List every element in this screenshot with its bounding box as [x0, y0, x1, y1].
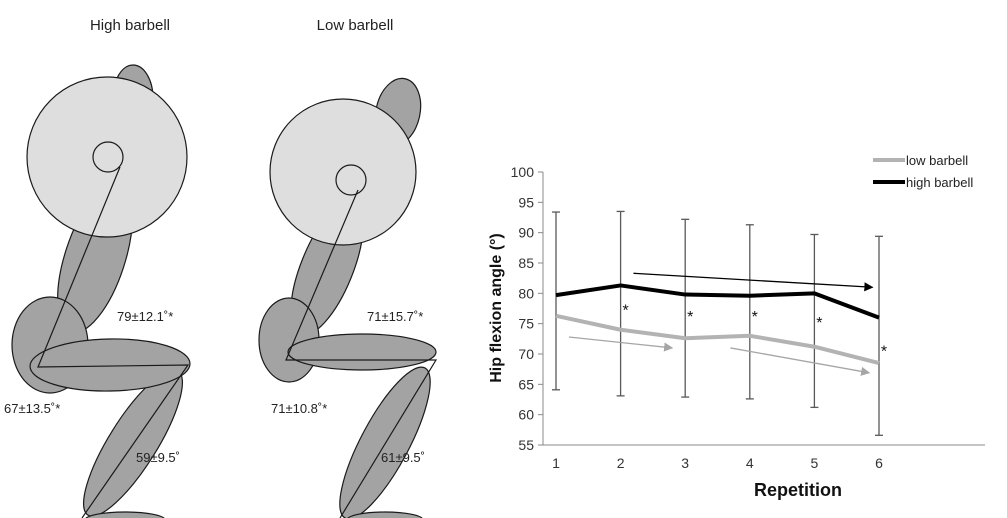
high-barbell-title: High barbell: [90, 17, 170, 34]
low-barbell-sleeve: [335, 164, 367, 196]
significance-marker-group: * * * * *: [622, 303, 887, 361]
significance-marker: *: [622, 303, 628, 320]
high-knee-angle-label: 67±13.5˚*: [4, 401, 60, 416]
series-line-high-barbell: [555, 283, 880, 320]
high-thigh: [29, 338, 191, 392]
y-tick-label: 75: [518, 316, 534, 332]
trend-arrow-low: [568, 336, 674, 352]
high-barbell-sleeve: [92, 141, 124, 173]
series-line-low-barbell: [555, 313, 880, 366]
legend-label-high: high barbell: [906, 175, 973, 190]
significance-marker: *: [881, 343, 887, 360]
x-tick-group: 1 2 3 4 5 6: [552, 455, 883, 471]
y-tick-label: 65: [518, 376, 534, 392]
y-tick-label: 95: [518, 194, 534, 210]
x-tick-label: 1: [552, 455, 560, 471]
trend-arrow-group: [568, 272, 874, 376]
high-barbell-figure: High barbell 79±12.1˚* 67±13.5˚* 59±9.5˚: [4, 17, 191, 518]
x-tick-label: 2: [617, 455, 625, 471]
low-thigh: [287, 333, 437, 371]
low-barbell-figure: Low barbell 71±15.7˚* 71±10.8˚* 61±9.5˚: [258, 17, 438, 518]
significance-marker: *: [687, 309, 693, 326]
low-hip-angle-label: 71±15.7˚*: [367, 309, 423, 324]
hip-flexion-chart: 55 60 65 70 75 80 85 90 95 100 1 2 3 4 5 6 * * * * * Hip f…: [488, 153, 985, 500]
legend: low barbell high barbell: [873, 153, 973, 190]
y-axis-label: Hip flexion angle (°): [488, 233, 505, 383]
y-tick-label: 100: [511, 164, 535, 180]
y-tick-label: 60: [518, 407, 534, 423]
series-group: [555, 283, 880, 366]
y-tick-group: 55 60 65 70 75 80 85 90 95 100: [511, 164, 543, 453]
x-tick-label: 5: [811, 455, 819, 471]
y-tick-label: 55: [518, 437, 534, 453]
low-knee-angle-label: 71±10.8˚*: [271, 401, 327, 416]
x-tick-label: 3: [681, 455, 689, 471]
significance-marker: *: [816, 315, 822, 332]
high-foot: [85, 511, 165, 518]
y-tick-label: 80: [518, 285, 534, 301]
x-tick-label: 6: [875, 455, 883, 471]
trend-arrow-low: [730, 347, 871, 376]
high-ankle-angle-label: 59±9.5˚: [136, 450, 180, 465]
low-joint-lines: [285, 189, 438, 518]
high-hip-angle-label: 79±12.1˚*: [117, 309, 173, 324]
x-axis-label: Repetition: [754, 480, 842, 500]
trend-arrow-high: [633, 272, 874, 292]
low-shin: [339, 366, 431, 518]
y-tick-label: 70: [518, 346, 534, 362]
low-foot: [347, 511, 423, 518]
high-joint-lines: [37, 166, 190, 518]
x-tick-label: 4: [746, 455, 754, 471]
y-tick-label: 90: [518, 225, 534, 241]
low-ankle-angle-label: 61±9.5˚: [381, 450, 425, 465]
low-barbell-title: Low barbell: [317, 17, 394, 34]
y-tick-label: 85: [518, 255, 534, 271]
significance-marker: *: [752, 309, 758, 326]
legend-label-low: low barbell: [906, 153, 968, 168]
error-bar-group: [552, 210, 883, 436]
